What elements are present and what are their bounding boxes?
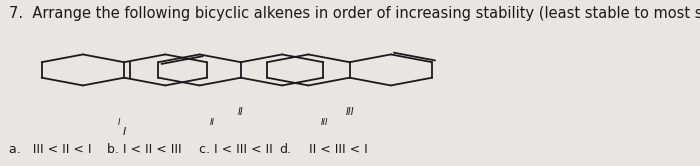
Text: a.   III < II < I: a. III < II < I bbox=[9, 143, 92, 156]
Text: II: II bbox=[209, 118, 214, 127]
Text: d.: d. bbox=[279, 143, 291, 156]
Text: I: I bbox=[118, 118, 120, 127]
Text: b. I < II < III: b. I < II < III bbox=[106, 143, 181, 156]
Text: II < III < I: II < III < I bbox=[309, 143, 368, 156]
Text: 7.  Arrange the following bicyclic alkenes in order of increasing stability (lea: 7. Arrange the following bicyclic alkene… bbox=[9, 6, 700, 21]
Text: c. I < III < II: c. I < III < II bbox=[199, 143, 273, 156]
Text: I: I bbox=[122, 127, 126, 137]
Text: II: II bbox=[238, 107, 244, 117]
Text: III: III bbox=[321, 118, 328, 127]
Text: III: III bbox=[345, 107, 354, 117]
